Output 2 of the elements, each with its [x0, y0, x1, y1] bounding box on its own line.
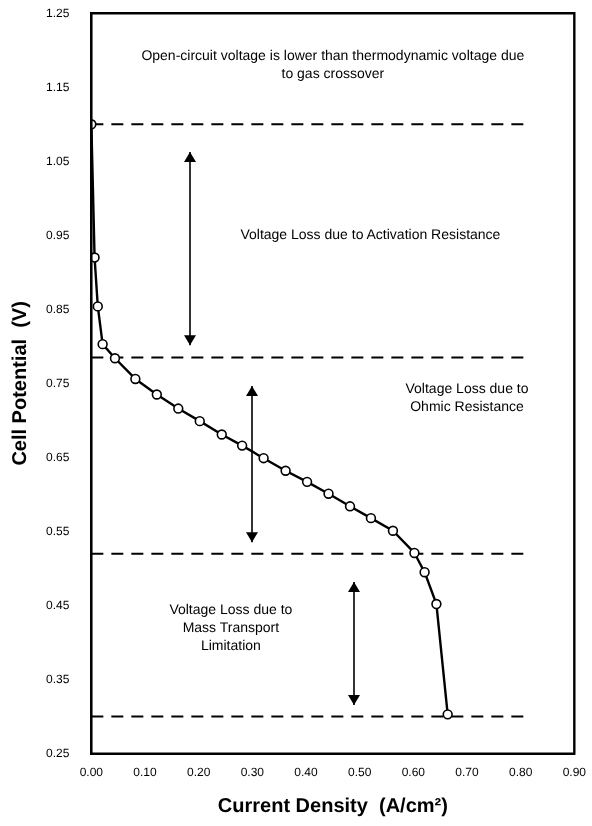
x-axis-title: Current Density (A/cm²)	[217, 795, 448, 818]
y-axis-title: Cell Potential (V)	[9, 301, 32, 466]
